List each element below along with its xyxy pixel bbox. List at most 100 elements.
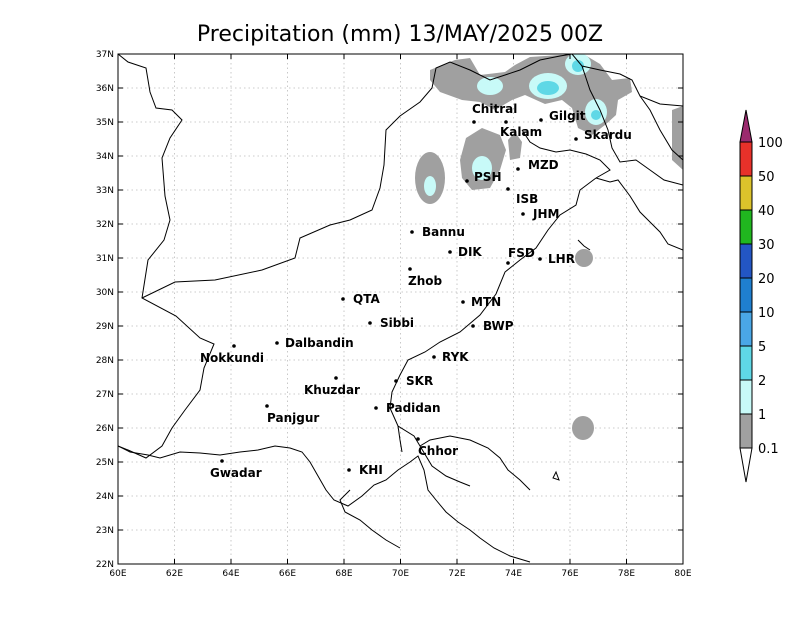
- city-dot: [275, 341, 279, 345]
- lat-tick-label: 24N: [96, 492, 114, 502]
- city-marker-ryk: RYK: [432, 350, 469, 364]
- city-marker-gwadar: Gwadar: [210, 459, 262, 480]
- city-dot: [368, 321, 372, 325]
- city-label: Chhor: [418, 444, 458, 458]
- city-label: BWP: [483, 319, 514, 333]
- colorbar-level-label: 40: [758, 204, 775, 219]
- colorbar-box: [739, 141, 753, 177]
- city-marker-dalbandin: Dalbandin: [275, 336, 354, 350]
- city-marker-chitral: Chitral: [472, 102, 517, 124]
- colorbar-box: [739, 345, 753, 381]
- lat-tick-label: 27N: [96, 390, 114, 400]
- lahore-border-mark: [577, 239, 591, 251]
- city-dot: [539, 118, 543, 122]
- lon-tick-label: 60E: [109, 569, 126, 579]
- city-dot: [432, 355, 436, 359]
- boundary-kashmir: [581, 65, 683, 186]
- colorbar-level-label: 5: [758, 340, 766, 355]
- city-dot: [504, 120, 508, 124]
- city-marker-khuzdar: Khuzdar: [304, 376, 360, 397]
- city-label: KHI: [359, 463, 383, 477]
- colorbar-box: [739, 277, 753, 313]
- lat-tick-label: 34N: [96, 152, 114, 162]
- city-dot: [538, 257, 542, 261]
- city-marker-padidan: Padidan: [374, 401, 441, 415]
- precip-area-light-cyan-a: [477, 77, 503, 95]
- colorbar-level-label: 20: [758, 272, 775, 287]
- lat-tick-label: 31N: [96, 254, 114, 264]
- boundary-west-iran-afghan: [118, 54, 215, 459]
- city-dot: [448, 250, 452, 254]
- city-label: Chitral: [472, 102, 517, 116]
- lat-tick-label: 37N: [96, 50, 114, 60]
- city-label: MTN: [471, 295, 501, 309]
- city-dot: [410, 230, 414, 234]
- city-marker-chhor: Chhor: [416, 437, 458, 458]
- lon-tick-label: 62E: [166, 569, 183, 579]
- colorbar-level-label: 1: [758, 408, 766, 423]
- city-marker-fsd: FSD: [506, 246, 535, 265]
- colorbar-level-label: 100: [758, 136, 783, 151]
- city-marker-mtn: MTN: [461, 295, 501, 309]
- precip-area-gray-north-east: [672, 106, 683, 170]
- boundary-kashmir-loc: [521, 129, 611, 179]
- city-marker-isb: ISB: [506, 187, 538, 206]
- city-marker-skardu: Skardu: [574, 128, 632, 142]
- city-label: JHM: [532, 207, 559, 221]
- boundary-china: [639, 95, 683, 161]
- city-dot: [334, 376, 338, 380]
- lon-tick-label: 76E: [561, 569, 578, 579]
- axis-ticks: 60E 62E 64E 66E 68E 70E 72E 74E 76E 78E 80E 22N 23N 2…: [96, 50, 692, 579]
- city-marker-panjgur: Panjgur: [265, 404, 319, 425]
- colorbar-level-label: 50: [758, 170, 775, 185]
- city-label: Nokkundi: [200, 351, 264, 365]
- city-dot: [347, 468, 351, 472]
- city-marker-sibbi: Sibbi: [368, 316, 414, 330]
- city-label: Padidan: [386, 401, 441, 415]
- city-label: Zhob: [408, 274, 442, 288]
- city-marker-nokkundi: Nokkundi: [200, 344, 264, 365]
- precip-area-cyan-b: [572, 60, 584, 72]
- boundaries: [118, 54, 683, 563]
- colorbar-level-label: 30: [758, 238, 775, 253]
- city-label: FSD: [508, 246, 535, 260]
- lat-tick-label: 25N: [96, 458, 114, 468]
- colorbar-box: [739, 243, 753, 279]
- colorbar-level-label: 0.1: [758, 442, 779, 457]
- city-label: Skardu: [584, 128, 632, 142]
- city-label: PSH: [474, 170, 501, 184]
- precip-area-light-cyan-f: [424, 176, 436, 196]
- lat-tick-label: 36N: [96, 84, 114, 94]
- city-dot: [416, 437, 420, 441]
- lon-tick-label: 66E: [279, 569, 296, 579]
- lon-tick-label: 70E: [392, 569, 409, 579]
- city-dot: [232, 344, 236, 348]
- city-label: ISB: [516, 192, 538, 206]
- city-label: Dalbandin: [285, 336, 354, 350]
- city-label: Khuzdar: [304, 383, 360, 397]
- city-marker-khi: KHI: [347, 463, 383, 477]
- lon-tick-label: 78E: [618, 569, 635, 579]
- river-outline: [397, 425, 403, 453]
- lat-tick-label: 35N: [96, 118, 114, 128]
- city-dot: [472, 120, 476, 124]
- lon-tick-label: 72E: [448, 569, 465, 579]
- coastline: [118, 445, 531, 563]
- city-marker-bannu: Bannu: [410, 225, 465, 239]
- boundary-afghan-west-part: [141, 54, 573, 299]
- lat-tick-label: 28N: [96, 356, 114, 366]
- city-label: QTA: [353, 292, 380, 306]
- city-marker-jhm: JHM: [521, 207, 559, 221]
- boundary-north-east: [571, 54, 683, 107]
- precip-area-cyan-c: [591, 110, 601, 120]
- city-marker-bwp: BWP: [471, 319, 514, 333]
- precip-area-gray-kalam: [508, 132, 522, 160]
- lat-tick-label: 33N: [96, 186, 114, 196]
- precip-area-cyan-a: [537, 81, 559, 95]
- city-dot: [471, 324, 475, 328]
- city-dot: [394, 379, 398, 383]
- city-dot: [506, 261, 510, 265]
- city-dot: [521, 212, 525, 216]
